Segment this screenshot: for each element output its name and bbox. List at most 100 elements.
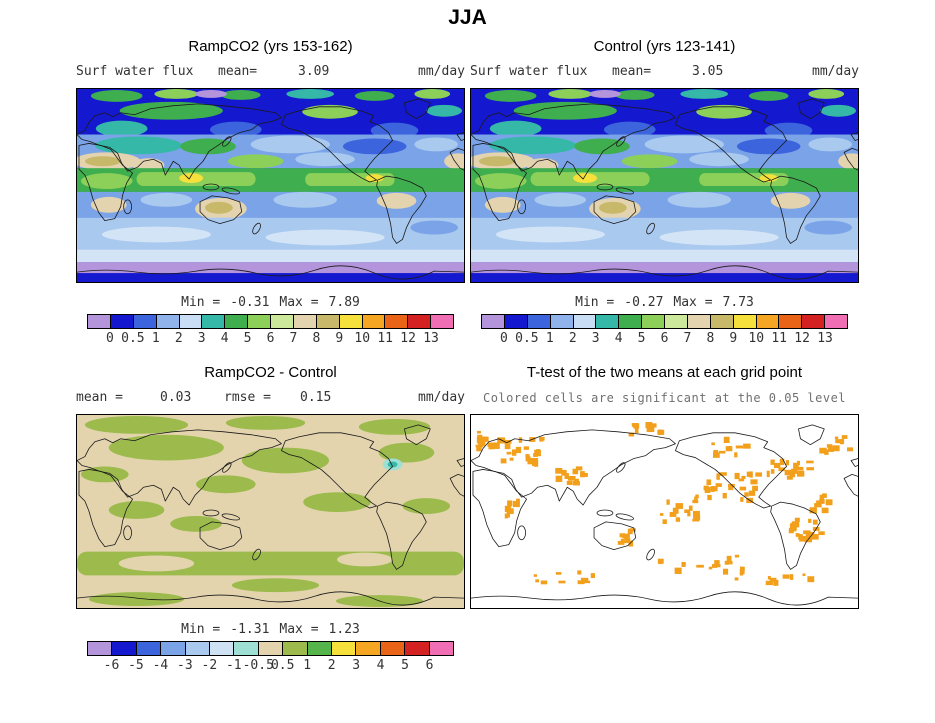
- colorbar-cell: [271, 315, 294, 328]
- colorbar-tick-label: 0: [106, 331, 114, 346]
- colorbar-cell: [307, 642, 333, 655]
- colorbar-tick-label: 3: [352, 658, 361, 673]
- minmax-rampco2: Min = -0.31 Max = 7.89: [76, 295, 465, 310]
- mean-label: mean=: [612, 64, 652, 79]
- colorbar-tick-label: 2: [568, 331, 577, 346]
- colorbar-tick-label: 4: [220, 331, 229, 346]
- colorbar-tick-label: 12: [794, 331, 810, 346]
- colorbar-cell: [156, 315, 180, 328]
- colorbar-tick-label: 2: [174, 331, 183, 346]
- colorbar-tick-label: 13: [817, 331, 833, 346]
- colorbar-cell: [408, 315, 432, 328]
- colorbar-cell: [88, 642, 113, 655]
- map-rampco2: [76, 88, 465, 283]
- colorbar-cell: [332, 642, 357, 655]
- colorbar-tick-label: 7: [289, 331, 298, 346]
- colorbar-diff: -6 -5 -4 -3 -2 -1 -0.5 0.5 1 2 3 4 5 6: [87, 641, 454, 675]
- colorbar-tick-label: 4: [376, 658, 385, 673]
- map-control: [470, 88, 859, 283]
- minmax-control: Min = -0.27 Max = 7.73: [470, 295, 859, 310]
- mean-value: 3.05: [692, 64, 724, 79]
- control-world-map: [471, 89, 858, 282]
- colorbar-tick-label: 8: [706, 331, 715, 346]
- colorbar-tick-label: 1: [151, 331, 160, 346]
- colorbar-tick-label: -0.5: [242, 658, 274, 673]
- colorbar-tick-label: 11: [771, 331, 788, 346]
- min-value: -0.27: [624, 295, 664, 310]
- field-label: Surf water flux: [76, 64, 194, 79]
- units-label: mm/day: [812, 64, 859, 79]
- colorbar-tick-label: 6: [425, 658, 434, 673]
- colorbar-tick-label: 6: [660, 331, 669, 346]
- colorbar-flux-control: 0 0.5 1 2 3 4 5 6 7 8 9 10 11 12 13: [481, 314, 848, 348]
- colorbar-cell: [362, 315, 386, 328]
- panel-title-rampco2: RampCO2 (yrs 153-162): [188, 38, 353, 55]
- colorbar-flux-rampco2: 0 0.5 1 2 3 4 5 6 7 8 9 10 11 12 13: [87, 314, 454, 348]
- colorbar-tick-label: 5: [401, 658, 409, 673]
- colorbar-cell: [112, 642, 137, 655]
- max-value: 7.73: [722, 295, 754, 310]
- colorbar-tick-label: 1: [303, 658, 312, 673]
- rmse-value: 0.15: [300, 390, 332, 405]
- colorbar-cell: [258, 642, 284, 655]
- max-label: Max =: [279, 295, 319, 310]
- mean-label: mean =: [76, 390, 123, 405]
- colorbar-cell: [733, 315, 757, 328]
- colorbar-cell: [234, 642, 259, 655]
- colorbar-tick-label: 10: [354, 331, 371, 346]
- colorbar-tick-label: -4: [152, 658, 169, 673]
- colorbar-cell: [293, 315, 317, 328]
- colorbar-tick-label: 7: [683, 331, 692, 346]
- colorbar-cell: [779, 315, 803, 328]
- field-label: Surf water flux: [470, 64, 588, 79]
- colorbar-ticks: -6 -5 -4 -3 -2 -1 -0.5 0.5 1 2 3 4 5 6: [87, 658, 454, 675]
- colorbar-cell: [88, 315, 111, 328]
- colorbar-cell: [202, 315, 226, 328]
- map-diff: [76, 414, 465, 609]
- colorbar-tick-label: 0.5: [515, 331, 539, 346]
- colorbar-ticks: 0 0.5 1 2 3 4 5 6 7 8 9 10 11 12 13: [87, 331, 454, 348]
- colorbar-cell: [596, 315, 620, 328]
- minmax-diff: Min = -1.31 Max = 1.23: [76, 622, 465, 637]
- mean-value: 0.03: [160, 390, 192, 405]
- stat-row-control: Surf water flux mean= 3.05 mm/day: [470, 64, 859, 80]
- colorbar-cell: [385, 315, 409, 328]
- min-value: -1.31: [230, 622, 270, 637]
- panel-title-diff: RampCO2 - Control: [204, 364, 337, 381]
- colorbar-cell: [405, 642, 430, 655]
- colorbar-cell: [110, 315, 134, 328]
- colorbar-cell: [316, 315, 340, 328]
- colorbar-cell: [710, 315, 734, 328]
- colorbar-cell: [136, 642, 162, 655]
- map-ttest: [470, 414, 859, 609]
- colorbar-ticks: 0 0.5 1 2 3 4 5 6 7 8 9 10 11 12 13: [481, 331, 848, 348]
- colorbar-cell: [380, 642, 406, 655]
- colorbar-cell: [248, 315, 271, 328]
- colorbar-cell: [527, 315, 551, 328]
- colorbar-tick-label: 0.5: [121, 331, 145, 346]
- colorbar-cell: [825, 315, 847, 328]
- colorbar-tick-label: 10: [748, 331, 765, 346]
- colorbar-tick-label: 8: [312, 331, 321, 346]
- colorbar-cell: [619, 315, 643, 328]
- colorbar-cell: [225, 315, 249, 328]
- colorbar-cell: [185, 642, 211, 655]
- colorbar-tick-label: -5: [128, 658, 144, 673]
- colorbar-cell: [133, 315, 157, 328]
- colorbar-tick-label: 3: [197, 331, 206, 346]
- units-label: mm/day: [418, 64, 465, 79]
- colorbar-cell: [550, 315, 574, 328]
- colorbar-cell: [482, 315, 505, 328]
- colorbar-cells: [481, 314, 848, 329]
- colorbar-cell: [642, 315, 665, 328]
- colorbar-cell: [687, 315, 711, 328]
- colorbar-tick-label: 9: [729, 331, 738, 346]
- panel-title-ttest: T-test of the two means at each grid poi…: [526, 364, 803, 381]
- colorbar-tick-label: 12: [400, 331, 416, 346]
- colorbar-cell: [756, 315, 780, 328]
- ttest-world-map: [471, 415, 858, 608]
- colorbar-cell: [573, 315, 597, 328]
- diff-world-map: [77, 415, 464, 608]
- colorbar-cells: [87, 314, 454, 329]
